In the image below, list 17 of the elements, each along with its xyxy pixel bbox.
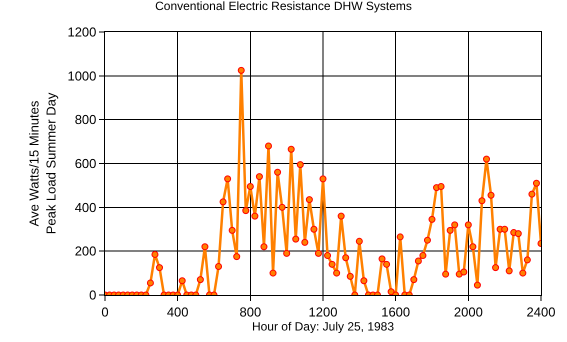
- x-tick-label: 1600: [381, 304, 410, 320]
- y-tick-label: 600: [74, 156, 96, 172]
- x-tick-label: 1200: [308, 304, 338, 320]
- x-tick-label: 800: [239, 304, 262, 320]
- y-axis-title: Ave Watts/15 Minutes Peak Load Summer Day: [26, 92, 58, 234]
- y-tick-label: 200: [74, 244, 96, 259]
- chart-title: Conventional Electric Resistance DHW Systems: [155, 0, 412, 14]
- y-tick-label: 800: [74, 112, 96, 128]
- y-tick-label: 400: [74, 200, 96, 215]
- x-tick-label: 2400: [526, 304, 556, 320]
- x-tick-label: 0: [101, 304, 109, 320]
- x-tick-label: 400: [166, 304, 189, 320]
- x-axis-title: Hour of Day: July 25, 1983: [252, 320, 394, 334]
- x-tick-label: 2000: [454, 304, 483, 320]
- y-tick-label: 1200: [67, 24, 96, 40]
- y-tick-label: 1000: [67, 68, 96, 84]
- y-tick-label: 0: [89, 288, 96, 303]
